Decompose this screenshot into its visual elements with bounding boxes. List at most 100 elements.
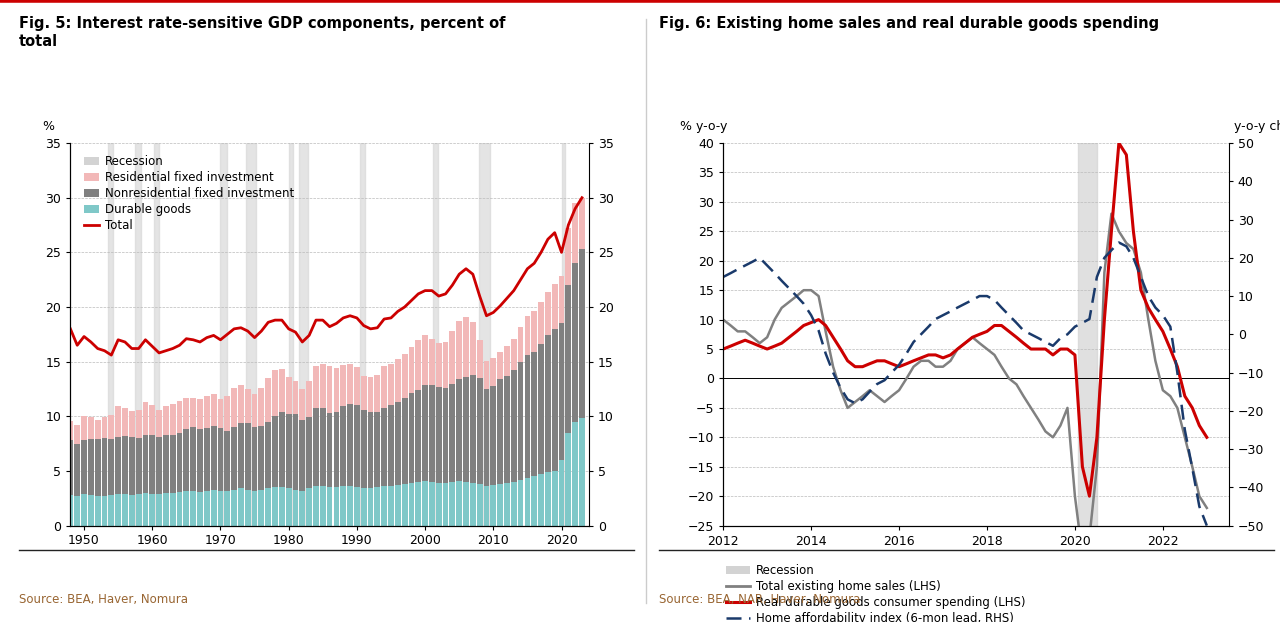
Text: Source: BEA, NAR, Haver, Nomura: Source: BEA, NAR, Haver, Nomura [659, 593, 860, 606]
Bar [375, 375, 380, 412]
Bar [375, 412, 380, 488]
Bar [150, 435, 155, 494]
Bar [347, 404, 353, 486]
Bar [517, 327, 524, 361]
Bar [306, 381, 312, 417]
Bar [204, 429, 210, 491]
Bar [163, 406, 169, 435]
Bar [259, 388, 264, 426]
Bar [177, 492, 183, 526]
Bar [579, 249, 585, 419]
Bar [150, 494, 155, 526]
Bar [334, 488, 339, 526]
Bar [68, 495, 73, 526]
Bar [490, 485, 497, 526]
Bar [95, 420, 101, 439]
Bar [470, 375, 476, 483]
Bar [443, 483, 448, 526]
Bar [259, 426, 264, 490]
Bar [367, 377, 374, 412]
Bar [204, 491, 210, 526]
Bar [340, 486, 346, 526]
Bar [74, 496, 81, 526]
Bar [183, 429, 189, 491]
Bar [265, 378, 271, 422]
Text: Fig. 6: Existing home sales and real durable goods spending: Fig. 6: Existing home sales and real dur… [659, 16, 1160, 30]
Bar [136, 410, 142, 438]
Bar [88, 495, 93, 526]
Bar [101, 417, 108, 438]
Bar [191, 397, 196, 427]
Bar [81, 494, 87, 526]
Bar [279, 488, 284, 526]
Bar [109, 415, 114, 439]
Bar [109, 439, 114, 495]
Bar [558, 460, 564, 526]
Text: % y-o-y: % y-o-y [680, 121, 727, 134]
Bar [433, 143, 438, 526]
Bar [81, 416, 87, 440]
Bar [340, 365, 346, 406]
Bar [504, 483, 509, 526]
Bar [197, 492, 204, 526]
Bar [408, 393, 415, 483]
Bar [163, 435, 169, 493]
Bar [170, 435, 175, 493]
Bar [252, 427, 257, 491]
Text: total: total [19, 34, 59, 49]
Bar [361, 488, 366, 526]
Bar [443, 388, 448, 483]
Bar [279, 369, 284, 412]
Bar [531, 476, 538, 526]
Bar [531, 312, 538, 352]
Bar [476, 378, 483, 484]
Bar [156, 437, 163, 494]
Bar [326, 488, 333, 526]
Bar [218, 399, 224, 429]
Bar [566, 285, 571, 433]
Text: %: % [42, 121, 54, 134]
Bar [320, 364, 325, 407]
Bar [511, 339, 517, 370]
Bar [334, 412, 339, 488]
Text: y-o-y change, index: y-o-y change, index [1234, 121, 1280, 134]
Bar [456, 321, 462, 379]
Bar [300, 143, 308, 526]
Bar [429, 482, 435, 526]
Bar [361, 410, 366, 488]
Bar [183, 397, 189, 429]
Bar [566, 228, 571, 285]
Bar [360, 143, 365, 526]
Bar [552, 471, 558, 526]
Bar [183, 491, 189, 526]
Bar [517, 480, 524, 526]
Bar [511, 370, 517, 482]
Bar [163, 493, 169, 526]
Bar [244, 389, 251, 423]
Bar [538, 474, 544, 526]
Bar [244, 423, 251, 490]
Bar [552, 284, 558, 329]
Bar [129, 411, 134, 437]
Bar [142, 435, 148, 493]
Bar [306, 417, 312, 488]
Bar [197, 399, 204, 429]
Bar [306, 488, 312, 526]
Bar [449, 384, 456, 482]
Bar [484, 389, 489, 486]
Bar [479, 143, 490, 526]
Bar [211, 490, 216, 526]
Bar [456, 481, 462, 526]
Bar [525, 316, 530, 355]
Bar [381, 407, 387, 486]
Bar [408, 348, 415, 393]
Bar [538, 344, 544, 474]
Bar [218, 491, 224, 526]
Bar [108, 143, 114, 526]
Bar [273, 370, 278, 416]
Bar [232, 427, 237, 490]
Bar [355, 406, 360, 488]
Bar [170, 493, 175, 526]
Bar [293, 381, 298, 414]
Bar [232, 388, 237, 427]
